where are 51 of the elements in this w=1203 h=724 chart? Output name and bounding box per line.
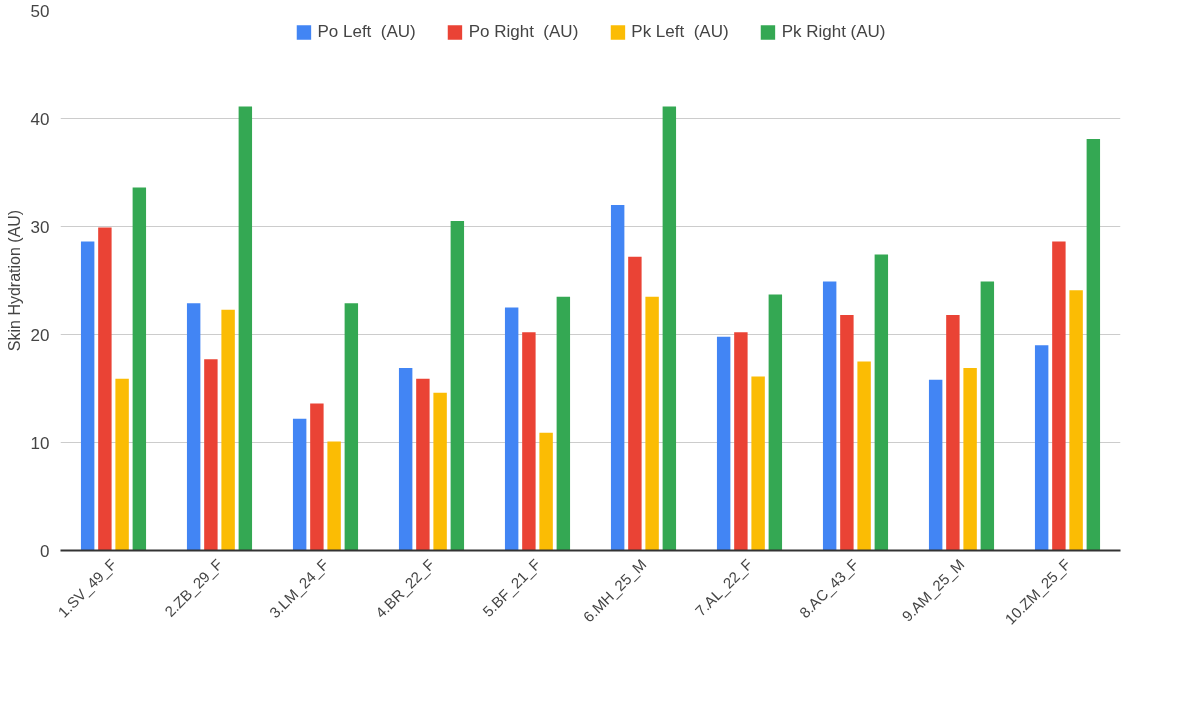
bar: [344, 303, 359, 551]
bar: [327, 441, 341, 551]
bar: [115, 378, 129, 551]
bar: [628, 256, 642, 551]
bar: [539, 432, 553, 551]
bar: [522, 332, 536, 551]
bar: [398, 367, 413, 551]
bar: [768, 294, 783, 551]
bar: [734, 332, 748, 551]
bar: [1034, 345, 1049, 551]
y-tick-label: 30: [30, 217, 50, 237]
bar: [1052, 241, 1066, 551]
legend-label: Po Left (AU): [317, 22, 416, 42]
bar: [822, 281, 837, 551]
y-axis-title: Skin Hydration (AU): [5, 209, 23, 352]
legend-label: Pk Right (AU): [781, 22, 886, 42]
bar: [221, 309, 235, 551]
bar: [310, 403, 324, 551]
bar: [433, 392, 447, 551]
bar: [963, 367, 977, 551]
bar: [450, 221, 465, 551]
y-tick-label: 0: [40, 541, 50, 561]
legend-label: Po Right (AU): [468, 22, 579, 42]
bar: [98, 227, 112, 551]
y-tick-label: 10: [30, 433, 50, 453]
bar: [204, 359, 218, 551]
bar: [645, 296, 659, 551]
bar: [857, 361, 871, 551]
bar: [874, 254, 889, 551]
bar: [610, 204, 625, 551]
bar: [716, 336, 731, 551]
bar: [504, 307, 519, 551]
bar: [416, 378, 430, 551]
bar: [980, 281, 995, 551]
bar: [132, 187, 147, 551]
bar: [238, 106, 253, 551]
y-tick-label: 20: [30, 325, 50, 345]
bar: [292, 418, 307, 551]
bar: [840, 315, 854, 551]
bar: [946, 315, 960, 551]
bar: [662, 106, 677, 551]
bar: [186, 303, 201, 551]
y-tick-label: 40: [30, 109, 50, 129]
legend-label: Pk Left (AU): [631, 22, 729, 42]
bar: [556, 296, 571, 551]
bar: [928, 379, 943, 551]
bar: [1086, 139, 1101, 551]
bar: [80, 241, 95, 551]
bar: [751, 376, 765, 551]
y-tick-label: 50: [30, 1, 50, 21]
bar: [1069, 290, 1083, 551]
